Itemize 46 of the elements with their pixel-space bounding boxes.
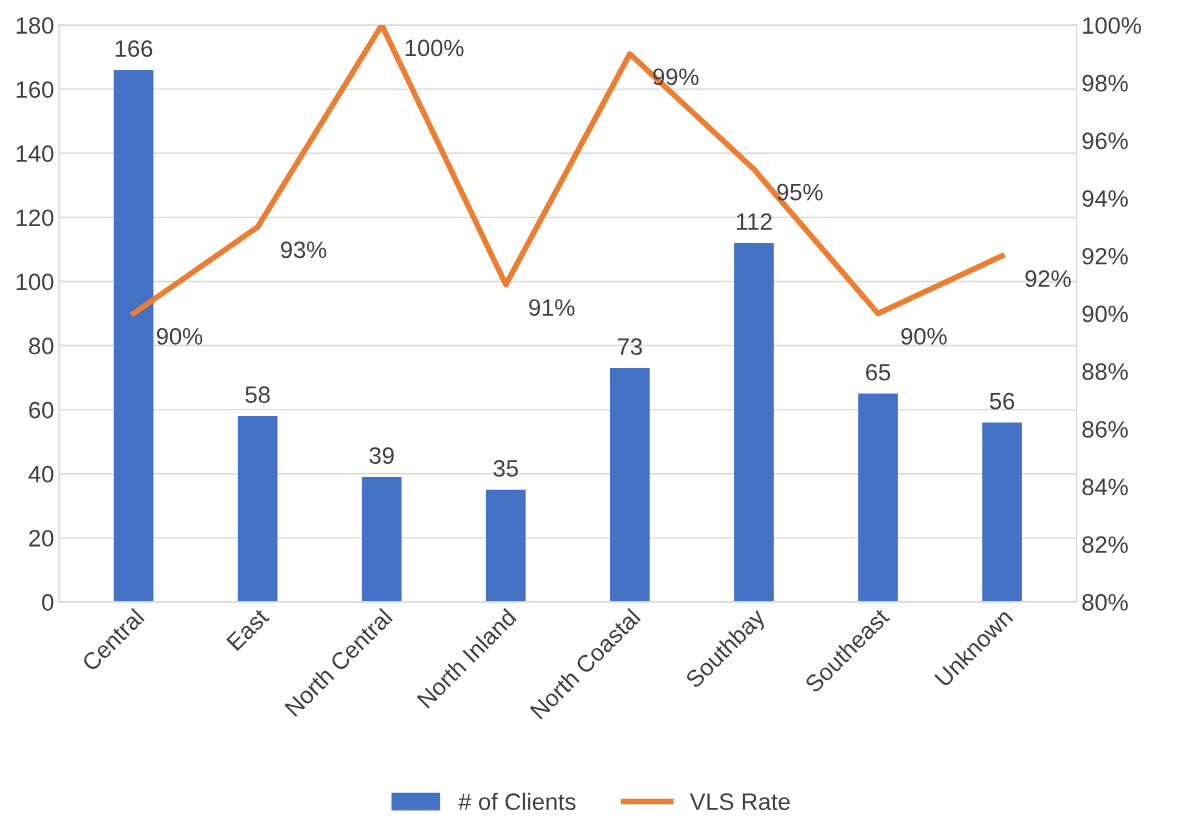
y2-tick-label: 92% <box>1082 247 1128 265</box>
y-tick-label: 0 <box>42 593 54 611</box>
y-tick-label: 60 <box>29 401 54 419</box>
data-label: 73 <box>617 338 642 355</box>
data-label: 90% <box>901 328 947 345</box>
data-label: 166 <box>115 40 153 57</box>
data-label: 58 <box>245 386 270 404</box>
y2-tick-label: 100% <box>1083 17 1141 34</box>
y2-tick-label: 86% <box>1082 420 1128 438</box>
data-label: 35 <box>493 460 518 477</box>
data-label: 93% <box>280 241 327 259</box>
legend-label: VLS Rate <box>689 793 790 811</box>
y-tick-label: 120 <box>16 209 54 227</box>
y2-tick-label: 82% <box>1082 536 1128 554</box>
y-tick-label: 160 <box>16 81 54 98</box>
bar <box>485 489 526 602</box>
data-label: 112 <box>736 213 772 230</box>
y-tick-label: 40 <box>28 465 54 483</box>
legend-label: # of Clients <box>458 792 576 811</box>
bar <box>610 367 650 602</box>
data-label: 91% <box>529 299 575 316</box>
y-tick-label: 80 <box>29 337 54 355</box>
bar <box>734 243 774 602</box>
data-label: 65 <box>866 363 891 381</box>
y-tick-label: 100 <box>16 273 54 291</box>
bar <box>113 69 154 602</box>
data-label: 90% <box>156 328 203 345</box>
y2-tick-label: 80% <box>1082 593 1128 611</box>
y2-tick-label: 88% <box>1082 363 1128 380</box>
bar <box>361 476 402 602</box>
data-label: 100% <box>405 39 464 57</box>
data-label: 39 <box>369 447 394 464</box>
y-tick-label: 140 <box>16 145 54 163</box>
y2-tick-label: 98% <box>1082 74 1128 92</box>
bar <box>982 422 1022 602</box>
bar <box>858 393 898 602</box>
y2-tick-label: 90% <box>1082 305 1128 323</box>
y-tick-label: 20 <box>29 529 54 547</box>
y-tick-label: 180 <box>16 17 54 34</box>
y2-tick-label: 96% <box>1082 132 1128 150</box>
y2-tick-label: 94% <box>1082 190 1128 207</box>
data-label: 95% <box>777 183 823 201</box>
data-label: 92% <box>1025 270 1071 288</box>
bar <box>237 416 278 602</box>
data-label: 56 <box>989 392 1015 410</box>
y2-tick-label: 84% <box>1082 478 1128 496</box>
